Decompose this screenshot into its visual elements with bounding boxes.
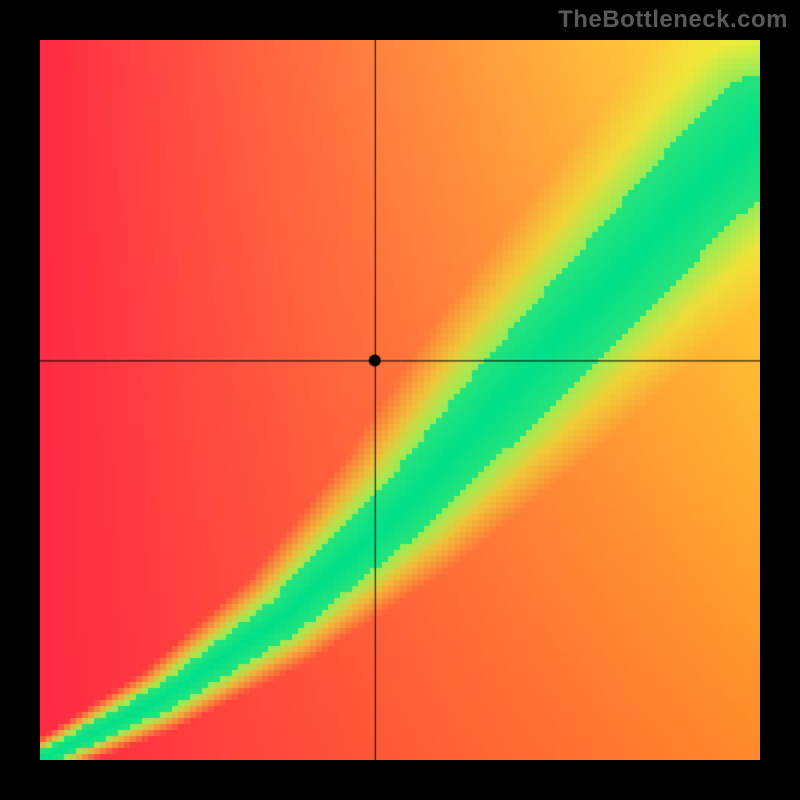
watermark-text: TheBottleneck.com xyxy=(558,6,788,34)
bottleneck-heatmap xyxy=(40,40,760,760)
chart-container: TheBottleneck.com xyxy=(0,0,800,800)
